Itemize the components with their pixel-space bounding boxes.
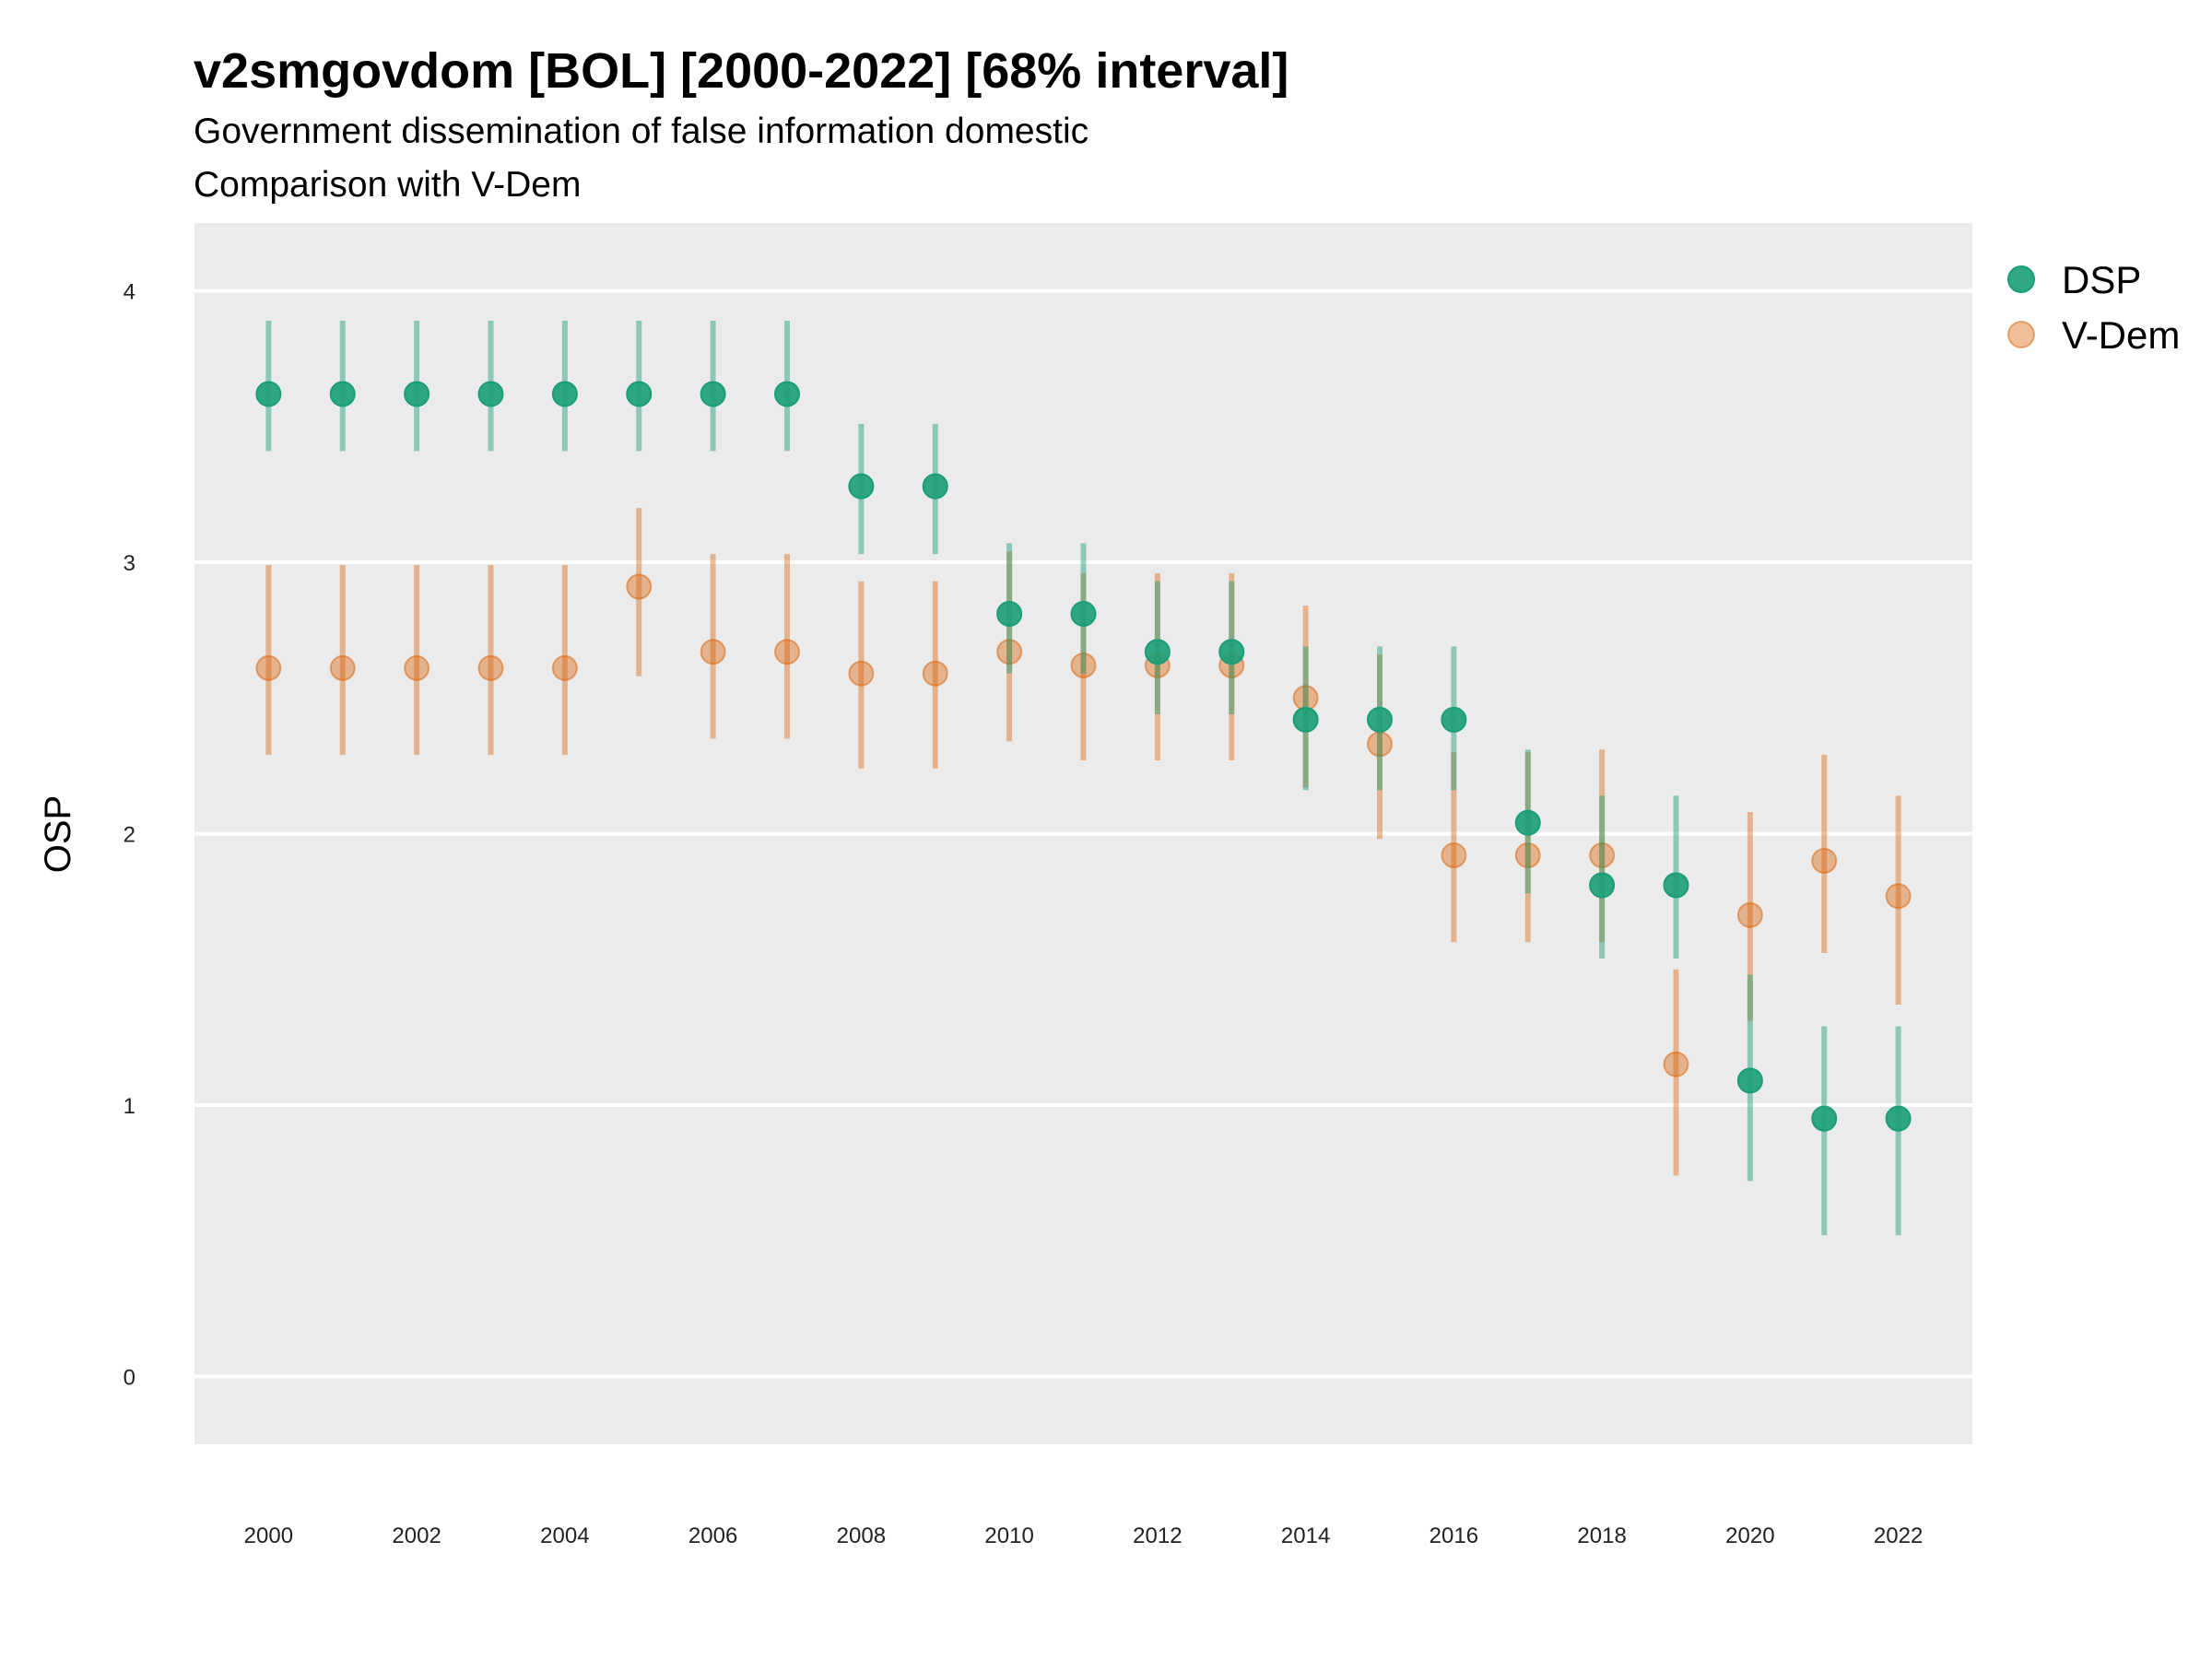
data-point: [1441, 706, 1467, 733]
data-point: [1514, 842, 1541, 869]
data-point: [1144, 639, 1171, 665]
data-point: [700, 639, 726, 665]
data-point: [1663, 872, 1689, 899]
data-point: [1736, 1067, 1763, 1094]
data-point: [922, 473, 948, 500]
data-point: [996, 639, 1023, 665]
chart-subtitle-line-2: Comparison with V-Dem: [194, 165, 581, 205]
y-tick-label: 0: [124, 1365, 135, 1390]
data-point: [1070, 601, 1097, 627]
x-tick-label: 2008: [837, 1524, 886, 1548]
data-point: [477, 654, 504, 681]
legend-label: V-Dem: [2062, 313, 2180, 357]
data-point: [255, 654, 282, 681]
data-point: [1514, 809, 1541, 836]
x-tick-label: 2016: [1430, 1524, 1478, 1548]
legend-label: DSP: [2062, 258, 2141, 301]
data-point: [1070, 652, 1097, 678]
data-point: [848, 660, 875, 687]
x-tick-label: 2014: [1281, 1524, 1330, 1548]
y-gridlines: [194, 288, 1972, 1379]
y-tick-label: 1: [124, 1094, 135, 1119]
chart-title: v2smgovdom [BOL] [2000-2022] [68% interv…: [194, 43, 1288, 99]
y-tick-labels: 0 1 2 3 4: [124, 280, 135, 1391]
x-tick-label: 2010: [984, 1524, 1033, 1548]
data-point: [1885, 883, 1912, 910]
data-point: [922, 660, 948, 687]
data-point: [1367, 706, 1393, 733]
legend: DSP V-Dem: [2007, 258, 2180, 357]
y-axis-label: OSP: [38, 795, 78, 873]
data-point: [1811, 847, 1838, 874]
data-point: [551, 654, 578, 681]
y-tick-label: 4: [124, 280, 135, 305]
x-tick-label: 2002: [392, 1524, 441, 1548]
x-tick-label: 2012: [1133, 1524, 1182, 1548]
data-point: [404, 381, 430, 407]
y-tick-label: 2: [124, 823, 135, 848]
data-point: [700, 381, 726, 407]
data-point: [774, 639, 800, 665]
legend-key: [2007, 265, 2035, 293]
data-point: [477, 381, 504, 407]
x-tick-label: 2022: [1874, 1524, 1923, 1548]
legend-key: [2007, 321, 2035, 348]
chart-subtitle-line-1: Government dissemination of false inform…: [194, 112, 1088, 151]
data-point: [774, 381, 800, 407]
data-point: [1589, 872, 1616, 899]
data-point: [626, 573, 653, 600]
data-point: [404, 654, 430, 681]
x-tick-label: 2004: [540, 1524, 589, 1548]
data-point: [626, 381, 653, 407]
data-point: [329, 654, 356, 681]
x-tick-label: 2006: [688, 1524, 737, 1548]
data-point: [1663, 1051, 1689, 1077]
data-point: [996, 601, 1023, 627]
data-point: [1589, 842, 1616, 869]
data-point: [1441, 842, 1467, 869]
series-dsp: [255, 321, 1912, 1236]
data-point: [1885, 1105, 1912, 1132]
data-point: [551, 381, 578, 407]
data-point: [329, 381, 356, 407]
series-v-dem: [255, 508, 1912, 1176]
data-point: [1811, 1105, 1838, 1132]
x-tick-label: 2018: [1577, 1524, 1626, 1548]
data-point: [1736, 901, 1763, 928]
series-layer: [255, 321, 1912, 1236]
data-point: [1218, 639, 1245, 665]
y-tick-label: 3: [124, 551, 135, 576]
x-tick-label: 2000: [244, 1524, 293, 1548]
data-point: [1292, 706, 1319, 733]
x-tick-labels: 2000 2002 2004 2006 2008 2010 2012 2014 2016 2018…: [244, 1524, 1924, 1548]
x-tick-label: 2020: [1725, 1524, 1774, 1548]
data-point: [255, 381, 282, 407]
data-point: [848, 473, 875, 500]
